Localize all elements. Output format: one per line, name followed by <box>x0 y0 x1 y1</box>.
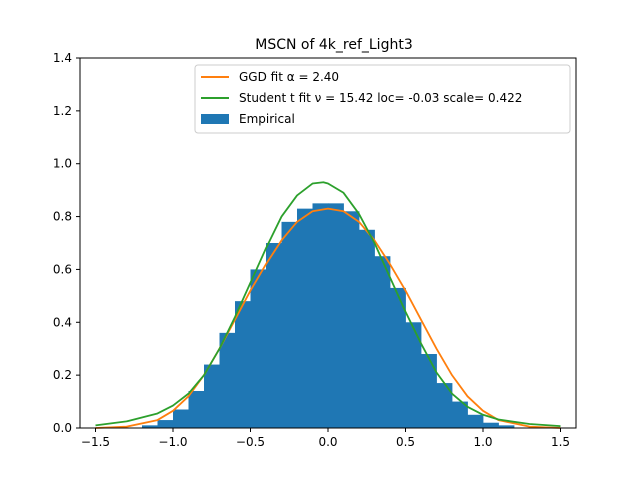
histogram-bar <box>266 243 282 428</box>
histogram-bar <box>219 332 236 428</box>
histogram-bar <box>188 391 205 428</box>
legend-box <box>194 64 571 134</box>
y-axis: 0.0 0.2 0.4 0.6 0.8 1.0 1.2 1.4 <box>53 51 80 435</box>
x-tick-label: 1.5 <box>551 435 570 449</box>
histogram-bar <box>483 422 499 428</box>
histogram-bars <box>142 203 515 428</box>
histogram-bar <box>173 409 189 428</box>
x-tick-label: −1.0 <box>158 435 187 449</box>
y-tick-label: 1.4 <box>53 51 72 65</box>
histogram-bar <box>467 414 484 428</box>
histogram-bar <box>359 229 375 428</box>
histogram-bar <box>421 354 437 428</box>
legend: GGD fit α = 2.40 Student t fit ν = 15.42 … <box>194 64 571 134</box>
legend-label: GGD fit α = 2.40 <box>239 70 339 84</box>
y-tick-label: 0.6 <box>53 262 72 276</box>
histogram-bar <box>142 425 158 428</box>
histogram-bar <box>297 208 313 428</box>
histogram-bar <box>452 401 468 428</box>
histogram-bar <box>250 269 267 428</box>
student-t-fit-line <box>95 181 561 428</box>
x-tick-label: 1.0 <box>473 435 492 449</box>
y-tick-label: 0.2 <box>53 368 72 382</box>
histogram-bar <box>235 301 251 428</box>
histogram-bar <box>312 203 329 428</box>
x-tick-label: 0.0 <box>318 435 337 449</box>
histogram-bar <box>204 364 220 428</box>
fit-lines <box>95 181 561 429</box>
histogram-bar <box>498 425 515 428</box>
y-tick-label: 0.8 <box>53 210 72 224</box>
legend-label: Empirical <box>239 112 295 126</box>
histogram-bar <box>405 322 422 428</box>
histogram-bar <box>281 221 298 428</box>
histogram-bar <box>343 211 360 428</box>
histogram-bar <box>157 420 174 428</box>
legend-swatch <box>201 114 229 124</box>
histogram-bar <box>328 203 344 428</box>
x-tick-label: −0.5 <box>236 435 265 449</box>
ggd-fit-line <box>95 207 561 429</box>
y-tick-label: 0.4 <box>53 315 72 329</box>
y-tick-label: 1.2 <box>53 104 72 118</box>
x-tick-label: −1.5 <box>81 435 110 449</box>
x-tick-label: 0.5 <box>396 435 415 449</box>
histogram-bar <box>374 256 391 428</box>
chart-title: MSCN of 4k_ref_Light3 <box>255 37 412 53</box>
histogram-bar <box>390 287 406 428</box>
histogram-bar <box>436 383 453 428</box>
y-tick-label: 1.0 <box>53 157 72 171</box>
legend-label: Student t fit ν = 15.42 loc= -0.03 scale… <box>239 91 522 105</box>
x-axis: −1.5 −1.0 −0.5 0.0 0.5 1.0 1.5 <box>81 428 570 449</box>
y-tick-label: 0.0 <box>53 421 72 435</box>
